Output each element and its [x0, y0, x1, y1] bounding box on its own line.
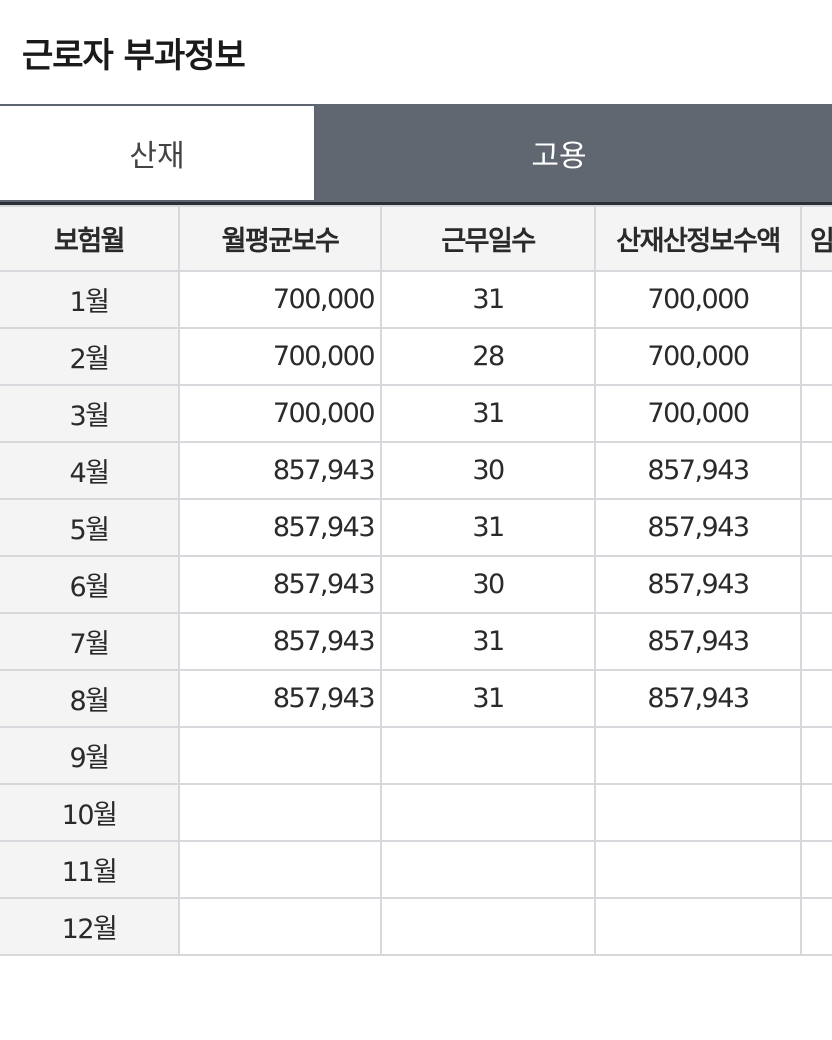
page-title: 근로자 부과정보	[22, 36, 246, 76]
cell-working-days: 31	[380, 498, 596, 557]
table-row: 3월 700,000 31 700,000	[0, 384, 832, 443]
cell-average-monthly-pay	[178, 840, 382, 899]
cell-insurance-month: 11월	[0, 840, 180, 899]
cell-working-days	[380, 897, 596, 956]
table-row: 11월	[0, 840, 832, 899]
cell-insurance-month: 1월	[0, 270, 180, 329]
cell-truncated-column	[800, 669, 832, 728]
cell-average-monthly-pay: 700,000	[178, 327, 382, 386]
cell-truncated-column	[800, 498, 832, 557]
levy-table: 보험월 월평균보수 근무일수 산재산정보수액 임 1월 700,000 31 700,…	[0, 205, 832, 956]
cell-truncated-column	[800, 441, 832, 500]
cell-insurance-month: 3월	[0, 384, 180, 443]
cell-average-monthly-pay: 857,943	[178, 612, 382, 671]
header-insurance-month: 보험월	[0, 205, 180, 272]
table-row: 10월	[0, 783, 832, 842]
table-row: 1월 700,000 31 700,000	[0, 270, 832, 329]
cell-average-monthly-pay	[178, 783, 382, 842]
cell-truncated-column	[800, 612, 832, 671]
cell-accident-calculated-pay	[594, 726, 802, 785]
table-row: 4월 857,943 30 857,943	[0, 441, 832, 500]
cell-truncated-column	[800, 840, 832, 899]
cell-working-days: 28	[380, 327, 596, 386]
cell-average-monthly-pay	[178, 726, 382, 785]
cell-accident-calculated-pay	[594, 783, 802, 842]
cell-accident-calculated-pay: 700,000	[594, 327, 802, 386]
table-header-row: 보험월 월평균보수 근무일수 산재산정보수액 임	[0, 205, 832, 272]
cell-working-days: 31	[380, 612, 596, 671]
table-row: 6월 857,943 30 857,943	[0, 555, 832, 614]
cell-average-monthly-pay: 700,000	[178, 270, 382, 329]
cell-accident-calculated-pay	[594, 897, 802, 956]
insurance-tabs: 산재 고용	[0, 104, 832, 202]
cell-insurance-month: 7월	[0, 612, 180, 671]
cell-average-monthly-pay: 857,943	[178, 555, 382, 614]
cell-insurance-month: 10월	[0, 783, 180, 842]
cell-truncated-column	[800, 897, 832, 956]
cell-insurance-month: 2월	[0, 327, 180, 386]
cell-working-days	[380, 840, 596, 899]
cell-insurance-month: 12월	[0, 897, 180, 956]
cell-truncated-column	[800, 726, 832, 785]
cell-truncated-column	[800, 270, 832, 329]
cell-accident-calculated-pay: 857,943	[594, 498, 802, 557]
cell-accident-calculated-pay: 700,000	[594, 384, 802, 443]
header-working-days: 근무일수	[380, 205, 596, 272]
cell-truncated-column	[800, 384, 832, 443]
cell-working-days: 30	[380, 441, 596, 500]
table-row: 5월 857,943 31 857,943	[0, 498, 832, 557]
cell-average-monthly-pay: 857,943	[178, 441, 382, 500]
cell-truncated-column	[800, 783, 832, 842]
cell-average-monthly-pay: 857,943	[178, 498, 382, 557]
table-row: 8월 857,943 31 857,943	[0, 669, 832, 728]
cell-accident-calculated-pay: 857,943	[594, 612, 802, 671]
cell-working-days: 30	[380, 555, 596, 614]
cell-insurance-month: 6월	[0, 555, 180, 614]
cell-working-days: 31	[380, 384, 596, 443]
cell-working-days: 31	[380, 669, 596, 728]
cell-accident-calculated-pay: 700,000	[594, 270, 802, 329]
cell-working-days	[380, 726, 596, 785]
tab-industrial-accident[interactable]: 산재	[0, 104, 316, 202]
table-row: 7월 857,943 31 857,943	[0, 612, 832, 671]
cell-insurance-month: 5월	[0, 498, 180, 557]
cell-average-monthly-pay: 857,943	[178, 669, 382, 728]
cell-truncated-column	[800, 327, 832, 386]
cell-working-days	[380, 783, 596, 842]
table-row: 12월	[0, 897, 832, 956]
header-accident-calculated-pay: 산재산정보수액	[594, 205, 802, 272]
table-row: 9월	[0, 726, 832, 785]
header-truncated-column: 임	[800, 205, 832, 272]
tab-employment[interactable]: 고용	[316, 104, 832, 202]
cell-truncated-column	[800, 555, 832, 614]
cell-accident-calculated-pay: 857,943	[594, 555, 802, 614]
levy-table-container[interactable]: 보험월 월평균보수 근무일수 산재산정보수액 임 1월 700,000 31 700,…	[0, 202, 832, 956]
cell-average-monthly-pay	[178, 897, 382, 956]
cell-insurance-month: 4월	[0, 441, 180, 500]
cell-average-monthly-pay: 700,000	[178, 384, 382, 443]
cell-insurance-month: 8월	[0, 669, 180, 728]
cell-accident-calculated-pay: 857,943	[594, 669, 802, 728]
cell-insurance-month: 9월	[0, 726, 180, 785]
table-row: 2월 700,000 28 700,000	[0, 327, 832, 386]
cell-accident-calculated-pay	[594, 840, 802, 899]
cell-working-days: 31	[380, 270, 596, 329]
header-average-monthly-pay: 월평균보수	[178, 205, 382, 272]
cell-accident-calculated-pay: 857,943	[594, 441, 802, 500]
